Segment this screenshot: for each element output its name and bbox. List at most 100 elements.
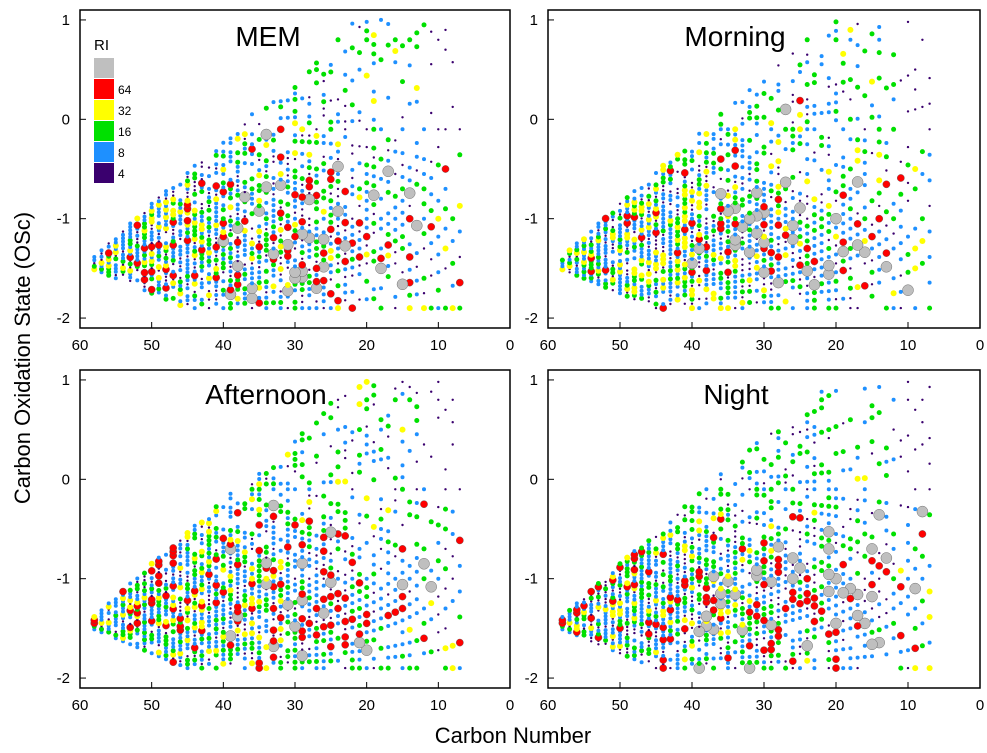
scatter-point bbox=[747, 115, 753, 121]
scatter-point bbox=[739, 289, 745, 295]
scatter-point bbox=[891, 591, 896, 596]
scatter-point bbox=[718, 486, 724, 492]
scatter-point bbox=[177, 279, 183, 285]
scatter-point bbox=[220, 216, 226, 222]
scatter-point bbox=[639, 610, 644, 615]
scatter-point bbox=[906, 505, 910, 509]
scatter-point bbox=[805, 420, 810, 425]
scatter-point bbox=[826, 101, 831, 106]
scatter-point bbox=[833, 19, 839, 25]
scatter-point bbox=[654, 618, 658, 623]
scatter-point bbox=[214, 613, 219, 618]
scatter-point bbox=[429, 617, 434, 622]
scatter-point bbox=[761, 665, 767, 671]
scatter-point bbox=[639, 587, 645, 593]
scatter-point bbox=[819, 405, 825, 411]
scatter-point bbox=[754, 260, 759, 264]
scatter-point bbox=[407, 448, 412, 453]
scatter-point bbox=[156, 555, 161, 560]
scatter-point bbox=[371, 619, 376, 624]
scatter-point bbox=[300, 164, 305, 169]
scatter-point bbox=[351, 152, 354, 155]
scatter-point bbox=[768, 523, 775, 530]
scatter-point bbox=[803, 574, 812, 583]
scatter-point bbox=[156, 221, 161, 226]
scatter-point bbox=[285, 167, 290, 172]
scatter-point bbox=[639, 621, 645, 627]
scatter-point bbox=[791, 666, 794, 670]
scatter-point bbox=[264, 618, 269, 623]
scatter-point bbox=[690, 626, 694, 630]
scatter-point bbox=[747, 272, 752, 277]
scatter-point bbox=[604, 597, 607, 601]
scatter-point bbox=[754, 225, 759, 230]
scatter-point bbox=[228, 150, 233, 155]
scatter-point bbox=[790, 604, 795, 609]
scatter-point bbox=[228, 583, 233, 588]
scatter-point bbox=[228, 251, 233, 256]
scatter-point bbox=[639, 250, 644, 255]
scatter-point bbox=[364, 397, 370, 403]
scatter-point bbox=[300, 555, 305, 560]
scatter-point bbox=[172, 573, 175, 576]
scatter-point bbox=[682, 196, 688, 202]
scatter-point bbox=[790, 452, 795, 457]
scatter-point bbox=[207, 640, 211, 645]
scatter-point bbox=[870, 570, 874, 575]
scatter-point bbox=[830, 212, 842, 225]
scatter-point bbox=[826, 521, 831, 526]
scatter-point bbox=[698, 616, 701, 619]
scatter-point bbox=[148, 215, 155, 222]
scatter-point bbox=[228, 578, 233, 584]
scatter-point bbox=[336, 216, 340, 221]
scatter-point bbox=[214, 631, 219, 636]
scatter-point bbox=[193, 565, 196, 568]
scatter-point bbox=[350, 249, 355, 254]
scatter-point bbox=[249, 486, 255, 492]
scatter-point bbox=[820, 201, 823, 204]
scatter-point bbox=[372, 156, 375, 159]
scatter-point bbox=[355, 219, 364, 227]
scatter-point bbox=[256, 137, 262, 142]
scatter-point bbox=[285, 150, 290, 155]
scatter-point bbox=[855, 444, 861, 450]
scatter-point bbox=[207, 644, 211, 649]
scatter-point bbox=[400, 642, 405, 647]
scatter-point bbox=[617, 607, 623, 614]
scatter-point bbox=[386, 529, 391, 534]
scatter-point bbox=[250, 537, 254, 541]
scatter-point bbox=[220, 265, 226, 271]
scatter-point bbox=[739, 299, 746, 306]
scatter-point bbox=[779, 103, 792, 116]
scatter-point bbox=[645, 259, 652, 266]
scatter-point bbox=[437, 595, 440, 598]
scatter-point bbox=[574, 247, 580, 253]
scatter-point bbox=[574, 272, 580, 278]
scatter-point bbox=[661, 196, 666, 201]
scatter-point bbox=[364, 594, 370, 600]
scatter-point bbox=[206, 199, 212, 205]
scatter-point bbox=[819, 232, 824, 237]
scatter-point bbox=[762, 487, 766, 492]
scatter-point bbox=[407, 665, 413, 671]
scatter-point bbox=[220, 260, 226, 266]
x-tick-label: 30 bbox=[287, 337, 304, 354]
scatter-point bbox=[668, 624, 673, 629]
scatter-point bbox=[437, 649, 440, 652]
scatter-point bbox=[726, 503, 730, 506]
scatter-point bbox=[207, 229, 211, 234]
scatter-point bbox=[768, 486, 774, 492]
scatter-point bbox=[364, 513, 370, 519]
scatter-point bbox=[645, 216, 652, 223]
scatter-point bbox=[897, 174, 905, 182]
scatter-point bbox=[718, 472, 723, 477]
scatter-point bbox=[754, 248, 759, 253]
scatter-point bbox=[207, 246, 211, 251]
scatter-point bbox=[178, 221, 183, 226]
scatter-point bbox=[285, 568, 290, 572]
scatter-point bbox=[811, 509, 818, 516]
scatter-point bbox=[659, 664, 668, 672]
scatter-point bbox=[207, 306, 211, 310]
scatter-point bbox=[430, 258, 433, 261]
scatter-point bbox=[595, 631, 601, 637]
